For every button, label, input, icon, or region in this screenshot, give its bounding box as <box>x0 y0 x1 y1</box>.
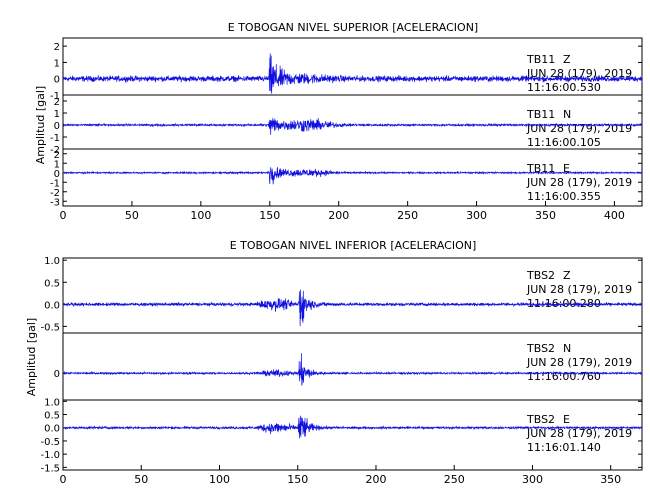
x-tick-label: 200 <box>328 209 349 222</box>
y-tick-label: 0 <box>54 121 60 132</box>
x-tick-label: 250 <box>444 473 465 486</box>
date-label: JUN 28 (179), 2019 <box>526 283 632 296</box>
chart-nivel-inferior: E TOBOGAN NIVEL INFERIOR [ACELERACION] A… <box>25 239 632 454</box>
x-tick-label: 200 <box>365 473 386 486</box>
panel-tb11-z: TB11 Z JUN 28 (179), 2019 11:16:00.530 <box>526 53 632 94</box>
x-tick-label: 50 <box>134 473 148 486</box>
y-tick-label: 0.5 <box>44 278 60 289</box>
date-label: JUN 28 (179), 2019 <box>526 356 632 369</box>
y-tick-label: 1 <box>54 58 60 69</box>
x-tick-label: 0 <box>60 209 67 222</box>
time-label: 11:16:00.280 <box>527 297 601 310</box>
chart-title: E TOBOGAN NIVEL INFERIOR [ACELERACION] <box>230 239 477 252</box>
waveform-tbs2-n <box>62 352 643 386</box>
station-label: TB11 <box>526 53 555 66</box>
x-tick-label: 300 <box>466 209 487 222</box>
x-tick-label: 50 <box>125 209 139 222</box>
y-tick-label: -1.0 <box>40 450 60 461</box>
station-label: TBS2 <box>526 342 555 355</box>
x-tick-label: 300 <box>522 473 543 486</box>
y-tick-label: 0.0 <box>44 300 60 311</box>
x-tick-label: 350 <box>600 473 621 486</box>
y-tick-label: 0.5 <box>44 411 60 422</box>
y-tick-label: -1.5 <box>40 463 60 474</box>
y-tick-label: -3 <box>50 197 60 208</box>
waveform-tb11-z <box>62 53 643 94</box>
panel-tbs2-z: TBS2 Z JUN 28 (179), 2019 11:16:00.280 <box>526 269 632 310</box>
y-tick-label: 0 <box>54 169 60 180</box>
date-label: JUN 28 (179), 2019 <box>526 176 632 189</box>
y-axis-label: Amplitud [gal] <box>25 318 38 396</box>
x-tick-label: 150 <box>259 209 280 222</box>
y-tick-label: 2 <box>54 42 60 53</box>
waveform-tbs2-e <box>62 415 643 439</box>
y-tick-label: -1 <box>50 91 60 102</box>
waveform-tb11-n <box>62 117 643 135</box>
y-tick-label: -1 <box>50 178 60 189</box>
station-label: TBS2 <box>526 269 555 282</box>
time-label: 11:16:00.530 <box>527 81 601 94</box>
panel-tbs2-e: TBS2 E JUN 28 (179), 2019 11:16:01.140 <box>526 413 632 454</box>
component-label: E <box>563 162 570 175</box>
component-label: Z <box>563 53 571 66</box>
y-tick-label: 1 <box>54 159 60 170</box>
station-label: TBS2 <box>526 413 555 426</box>
time-label: 11:16:00.105 <box>527 136 601 149</box>
y-tick-label: -2 <box>50 145 60 156</box>
time-label: 11:16:00.760 <box>527 370 601 383</box>
chart-title: E TOBOGAN NIVEL SUPERIOR [ACELERACION] <box>228 21 478 34</box>
y-tick-label: -2 <box>50 188 60 199</box>
y-tick-label: 0.0 <box>44 424 60 435</box>
y-tick-label: -0.5 <box>40 437 60 448</box>
y-tick-label: 2 <box>54 97 60 108</box>
time-label: 11:16:00.355 <box>527 190 601 203</box>
panel-tb11-e: TB11 E JUN 28 (179), 2019 11:16:00.355 <box>526 162 632 203</box>
component-label: N <box>563 108 571 121</box>
x-tick-label: 0 <box>60 473 67 486</box>
component-label: Z <box>563 269 571 282</box>
station-label: TB11 <box>526 108 555 121</box>
x-tick-label: 400 <box>604 209 625 222</box>
component-label: E <box>563 413 570 426</box>
y-tick-label: -0.5 <box>40 322 60 333</box>
x-tick-label: 100 <box>209 473 230 486</box>
chart-nivel-superior: E TOBOGAN NIVEL SUPERIOR [ACELERACION] A… <box>34 21 632 203</box>
y-axis-label: Amplitud [gal] <box>34 86 47 164</box>
plot-frame <box>62 257 643 471</box>
waveform-tbs2-z <box>62 289 643 327</box>
y-tick-label: -1 <box>50 133 60 144</box>
y-tick-label: 0 <box>54 369 60 380</box>
y-tick-label: 1.0 <box>44 256 60 267</box>
date-label: JUN 28 (179), 2019 <box>526 427 632 440</box>
panel-tbs2-n: TBS2 N JUN 28 (179), 2019 11:16:00.760 <box>526 342 632 383</box>
x-tick-label: 350 <box>535 209 556 222</box>
component-label: N <box>563 342 571 355</box>
y-tick-label: 1 <box>54 109 60 120</box>
panel-tb11-n: TB11 N JUN 28 (179), 2019 11:16:00.105 <box>526 108 632 149</box>
date-label: JUN 28 (179), 2019 <box>526 67 632 80</box>
x-tick-label: 100 <box>190 209 211 222</box>
y-tick-label: 1.0 <box>44 397 60 408</box>
x-tick-label: 150 <box>287 473 308 486</box>
waveform-tb11-e <box>62 167 643 185</box>
time-label: 11:16:01.140 <box>527 441 601 454</box>
plot-frame <box>62 37 643 207</box>
y-tick-label: 2 <box>54 150 60 161</box>
x-tick-label: 250 <box>397 209 418 222</box>
y-tick-label: 0 <box>54 75 60 86</box>
